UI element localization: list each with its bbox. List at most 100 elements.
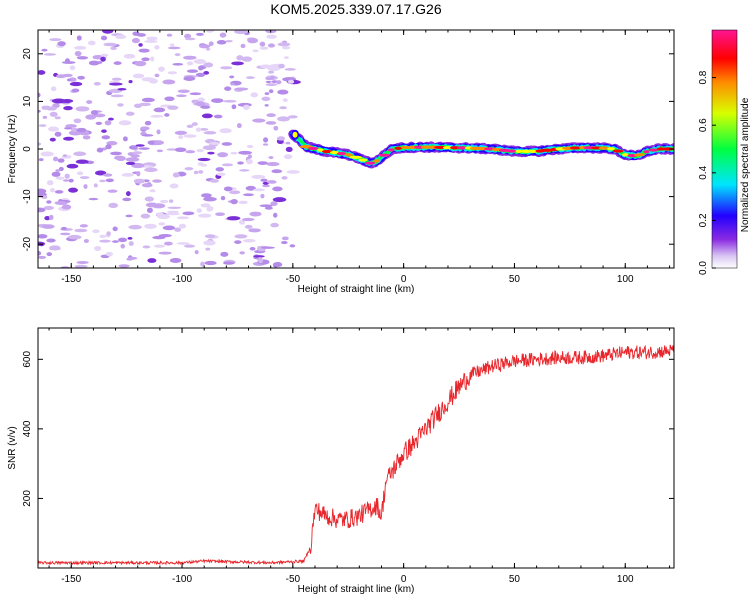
spectrogram-noise-cell bbox=[131, 37, 141, 44]
spectrogram-noise-cell bbox=[54, 190, 64, 194]
spectrogram-noise-cell bbox=[159, 199, 169, 204]
spectrogram-noise-cell bbox=[174, 130, 188, 135]
spectrogram-noise-cell bbox=[266, 34, 277, 39]
x-tick-label: 0 bbox=[401, 574, 407, 585]
spectrogram-noise-cell bbox=[241, 217, 255, 222]
y-tick-label: 20 bbox=[22, 48, 33, 60]
spectrogram-noise-cell bbox=[38, 142, 42, 146]
x-tick-label: -100 bbox=[172, 274, 192, 285]
spectrogram-noise-cell bbox=[112, 240, 119, 243]
spectrogram-noise-cell bbox=[88, 197, 99, 201]
spectrogram-noise-cell bbox=[283, 154, 293, 160]
spectrogram-noise-cell bbox=[110, 46, 117, 51]
spectrogram-noise-cell bbox=[75, 159, 89, 164]
spectrogram-noise-cell bbox=[284, 56, 289, 59]
spectrogram-noise-cell bbox=[285, 141, 291, 145]
spectrogram-noise-cell bbox=[197, 97, 206, 103]
spectrogram-peak bbox=[520, 149, 532, 153]
spectrogram-noise-cell bbox=[177, 89, 190, 94]
spectrogram-noise-cell bbox=[109, 82, 123, 86]
spectrogram-noise-cell bbox=[229, 190, 241, 195]
spectrogram-noise-cell bbox=[103, 42, 117, 47]
spectrogram-noise-cell bbox=[42, 115, 48, 119]
spectrogram-noise-cell bbox=[99, 234, 107, 238]
spectrogram-noise-cell bbox=[106, 231, 111, 236]
spectrogram-noise-cell bbox=[46, 200, 52, 204]
spectrogram-noise-cell bbox=[225, 39, 233, 43]
spectrogram-noise-cell bbox=[54, 116, 61, 120]
spectrogram-noise-cell bbox=[282, 98, 288, 102]
spectrogram-noise-cell bbox=[54, 131, 62, 137]
spectrogram-noise-cell bbox=[244, 224, 253, 229]
spectrogram-noise-cell bbox=[268, 156, 274, 159]
spectrogram-noise-cell bbox=[183, 76, 196, 81]
spectrogram-noise-cell bbox=[140, 126, 150, 131]
spectrogram-noise-cell bbox=[186, 69, 199, 73]
spectrogram-noise-cell bbox=[107, 189, 118, 193]
spectrogram-noise-cell bbox=[168, 46, 181, 50]
spectrogram-noise-cell bbox=[272, 197, 287, 203]
spectrogram-noise-cell bbox=[166, 33, 173, 37]
x-tick-label: 100 bbox=[617, 574, 634, 585]
spectrogram-noise-cell bbox=[241, 56, 253, 62]
spectrogram-noise-cell bbox=[139, 102, 151, 107]
spectrogram-peak bbox=[394, 146, 403, 150]
colorbar-tick-label: 0.8 bbox=[698, 70, 709, 84]
spectrogram-noise-cell bbox=[189, 92, 202, 96]
spectrogram-noise-cell bbox=[286, 170, 300, 174]
spectrogram-noise bbox=[38, 30, 301, 268]
spectrogram-noise-cell bbox=[133, 178, 146, 184]
spectrogram-noise-cell bbox=[51, 171, 61, 177]
spectrogram-noise-cell bbox=[141, 134, 154, 137]
spectrogram-noise-cell bbox=[211, 98, 224, 103]
spectrogram-noise-cell bbox=[199, 128, 209, 131]
spectrogram-noise-cell bbox=[176, 242, 190, 245]
spectrogram-noise-cell bbox=[51, 98, 66, 104]
colorbar: 0.0 0.2 0.4 0.6 0.8 Normalized spectral ampl… bbox=[698, 29, 750, 275]
spectrogram-noise-cell bbox=[76, 171, 84, 176]
spectrogram-noise-cell bbox=[63, 105, 73, 111]
spectrogram-noise-cell bbox=[281, 236, 289, 241]
spectrogram-noise-cell bbox=[111, 77, 122, 81]
spectrogram-noise-cell bbox=[249, 246, 256, 251]
spectrogram-noise-cell bbox=[224, 86, 232, 91]
spectrogram-noise-cell bbox=[102, 30, 114, 34]
spectrogram-noise-cell bbox=[117, 103, 124, 107]
spectrogram-noise-cell bbox=[216, 40, 227, 45]
spectrogram-noise-cell bbox=[90, 110, 99, 115]
spectrogram-noise-cell bbox=[287, 79, 295, 84]
spectrogram-noise-cell bbox=[149, 189, 156, 193]
spectrogram-noise-cell bbox=[201, 193, 212, 198]
spectrogram-noise-cell bbox=[183, 55, 197, 60]
spectrogram-noise-cell bbox=[157, 214, 170, 220]
spectrogram-noise-cell bbox=[258, 257, 264, 264]
spectrogram-noise-cell bbox=[204, 260, 217, 266]
spectrogram-noise-cell bbox=[226, 216, 241, 221]
spectrogram-noise-cell bbox=[174, 227, 182, 232]
snr-x-label: Height of straight line (km) bbox=[298, 584, 415, 595]
spectrogram-noise-cell bbox=[63, 136, 75, 141]
spectrogram-noise-cell bbox=[172, 62, 184, 66]
spectrogram-noise-cell bbox=[77, 75, 85, 80]
spectrogram-noise-cell bbox=[150, 56, 155, 62]
spectrogram-noise-cell bbox=[208, 41, 214, 46]
spectrogram-noise-cell bbox=[88, 60, 100, 66]
colorbar-scale bbox=[711, 29, 738, 269]
x-tick-label: 100 bbox=[617, 274, 634, 285]
spectrogram-noise-cell bbox=[138, 48, 150, 53]
spectrogram-noise-cell bbox=[183, 134, 197, 138]
spectrogram-noise-cell bbox=[127, 237, 133, 240]
spectrogram-noise-cell bbox=[38, 207, 46, 213]
spectrogram-noise-cell bbox=[49, 38, 62, 42]
snr-series bbox=[38, 344, 674, 566]
spectrogram-noise-cell bbox=[221, 142, 233, 146]
spectrogram-noise-cell bbox=[271, 169, 283, 174]
spectrogram-noise-cell bbox=[151, 203, 166, 209]
spectrogram-noise-cell bbox=[195, 72, 206, 77]
snr-panel: -150 -100 -50 0 50 100 200 400 600 Height of st… bbox=[7, 327, 675, 595]
spectrogram-noise-cell bbox=[174, 147, 187, 152]
spectrogram-noise-cell bbox=[221, 163, 234, 167]
spectrogram-noise-cell bbox=[174, 53, 181, 57]
spectrogram-noise-cell bbox=[203, 62, 214, 68]
spectrogram-peak bbox=[661, 147, 674, 151]
